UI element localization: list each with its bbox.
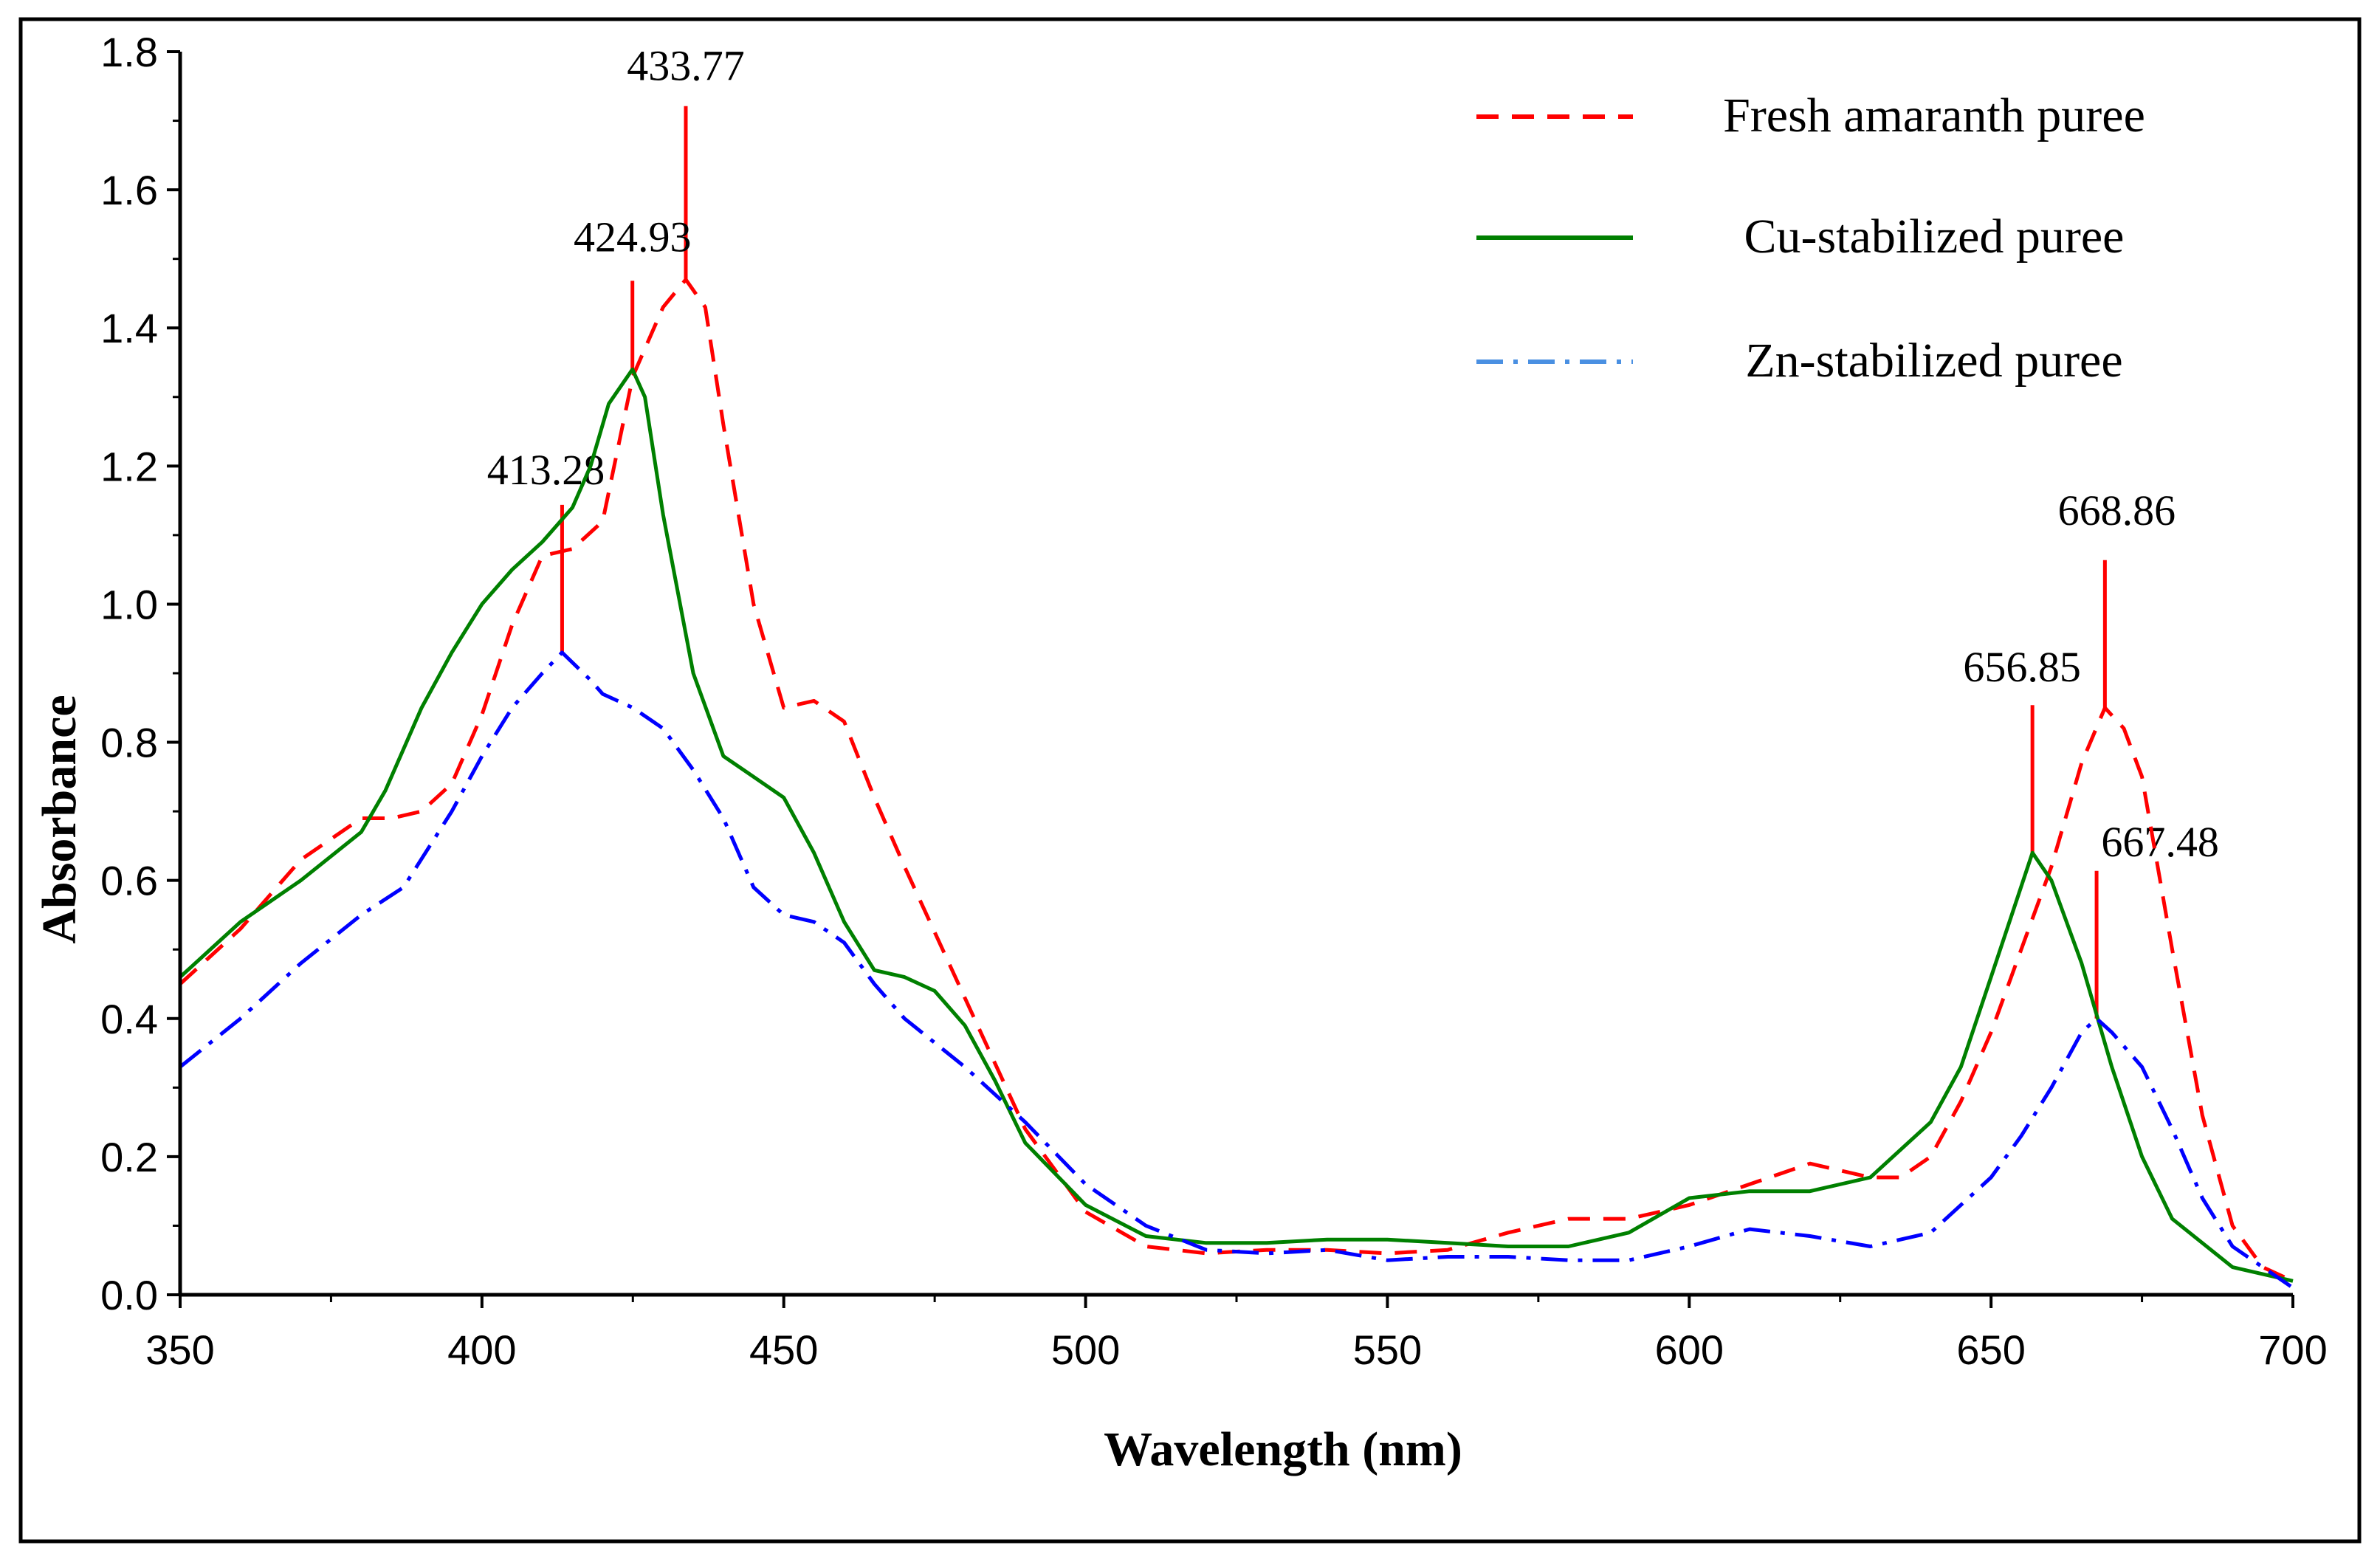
x-tick-label: 600 bbox=[1655, 1327, 1724, 1373]
y-tick-label: 1.0 bbox=[100, 581, 158, 627]
x-tick-label: 700 bbox=[2258, 1327, 2327, 1373]
peak-label: 424.93 bbox=[574, 213, 692, 261]
y-tick-label: 1.8 bbox=[100, 29, 158, 75]
y-tick-label: 0.4 bbox=[100, 996, 158, 1042]
y-tick-label: 1.4 bbox=[100, 305, 158, 351]
y-tick-label: 1.2 bbox=[100, 443, 158, 489]
series-lines bbox=[179, 278, 2294, 1290]
x-tick-label: 400 bbox=[447, 1327, 516, 1373]
peak-label: 667.48 bbox=[2101, 818, 2219, 866]
x-tick-label: 450 bbox=[749, 1327, 818, 1373]
peak-label: 668.86 bbox=[2058, 486, 2176, 534]
x-tick-label: 650 bbox=[1956, 1327, 2025, 1373]
y-tick-label: 0.6 bbox=[100, 858, 158, 904]
y-tick-label: 0.2 bbox=[100, 1134, 158, 1180]
peak-annotations: 433.77 424.93 413.28 656.85 668.86 667.48 bbox=[487, 42, 2219, 1019]
legend: Fresh amaranth puree Cu-stabilized puree Z… bbox=[1476, 89, 2145, 388]
y-tick-label: 0.0 bbox=[100, 1272, 158, 1318]
x-tick-label: 350 bbox=[145, 1327, 214, 1373]
x-tick-label: 500 bbox=[1051, 1327, 1120, 1373]
y-tick-label: 1.6 bbox=[100, 167, 158, 213]
series-line-2 bbox=[179, 367, 2294, 1283]
x-tick-label: 550 bbox=[1353, 1327, 1422, 1373]
peak-label: 656.85 bbox=[1963, 643, 2081, 691]
y-axis-title: Absorbance bbox=[32, 695, 86, 943]
legend-label-2: Cu-stabilized puree bbox=[1744, 210, 2125, 264]
y-tick-label: 0.8 bbox=[100, 720, 158, 766]
peak-label: 433.77 bbox=[627, 42, 745, 90]
legend-label-1: Fresh amaranth puree bbox=[1723, 89, 2145, 142]
series-line-1 bbox=[179, 278, 2294, 1283]
x-axis-title: Wavelength (nm) bbox=[1104, 1422, 1462, 1476]
legend-label-3: Zn-stabilized puree bbox=[1745, 334, 2122, 388]
series-line-3 bbox=[179, 650, 2294, 1290]
peak-label: 413.28 bbox=[487, 446, 605, 494]
figure-border bbox=[18, 17, 2362, 1544]
axes: 350 400 450 500 550 600 650 700 0.0 0.2 0.4 0.6 0.8 1… bbox=[100, 29, 2328, 1373]
